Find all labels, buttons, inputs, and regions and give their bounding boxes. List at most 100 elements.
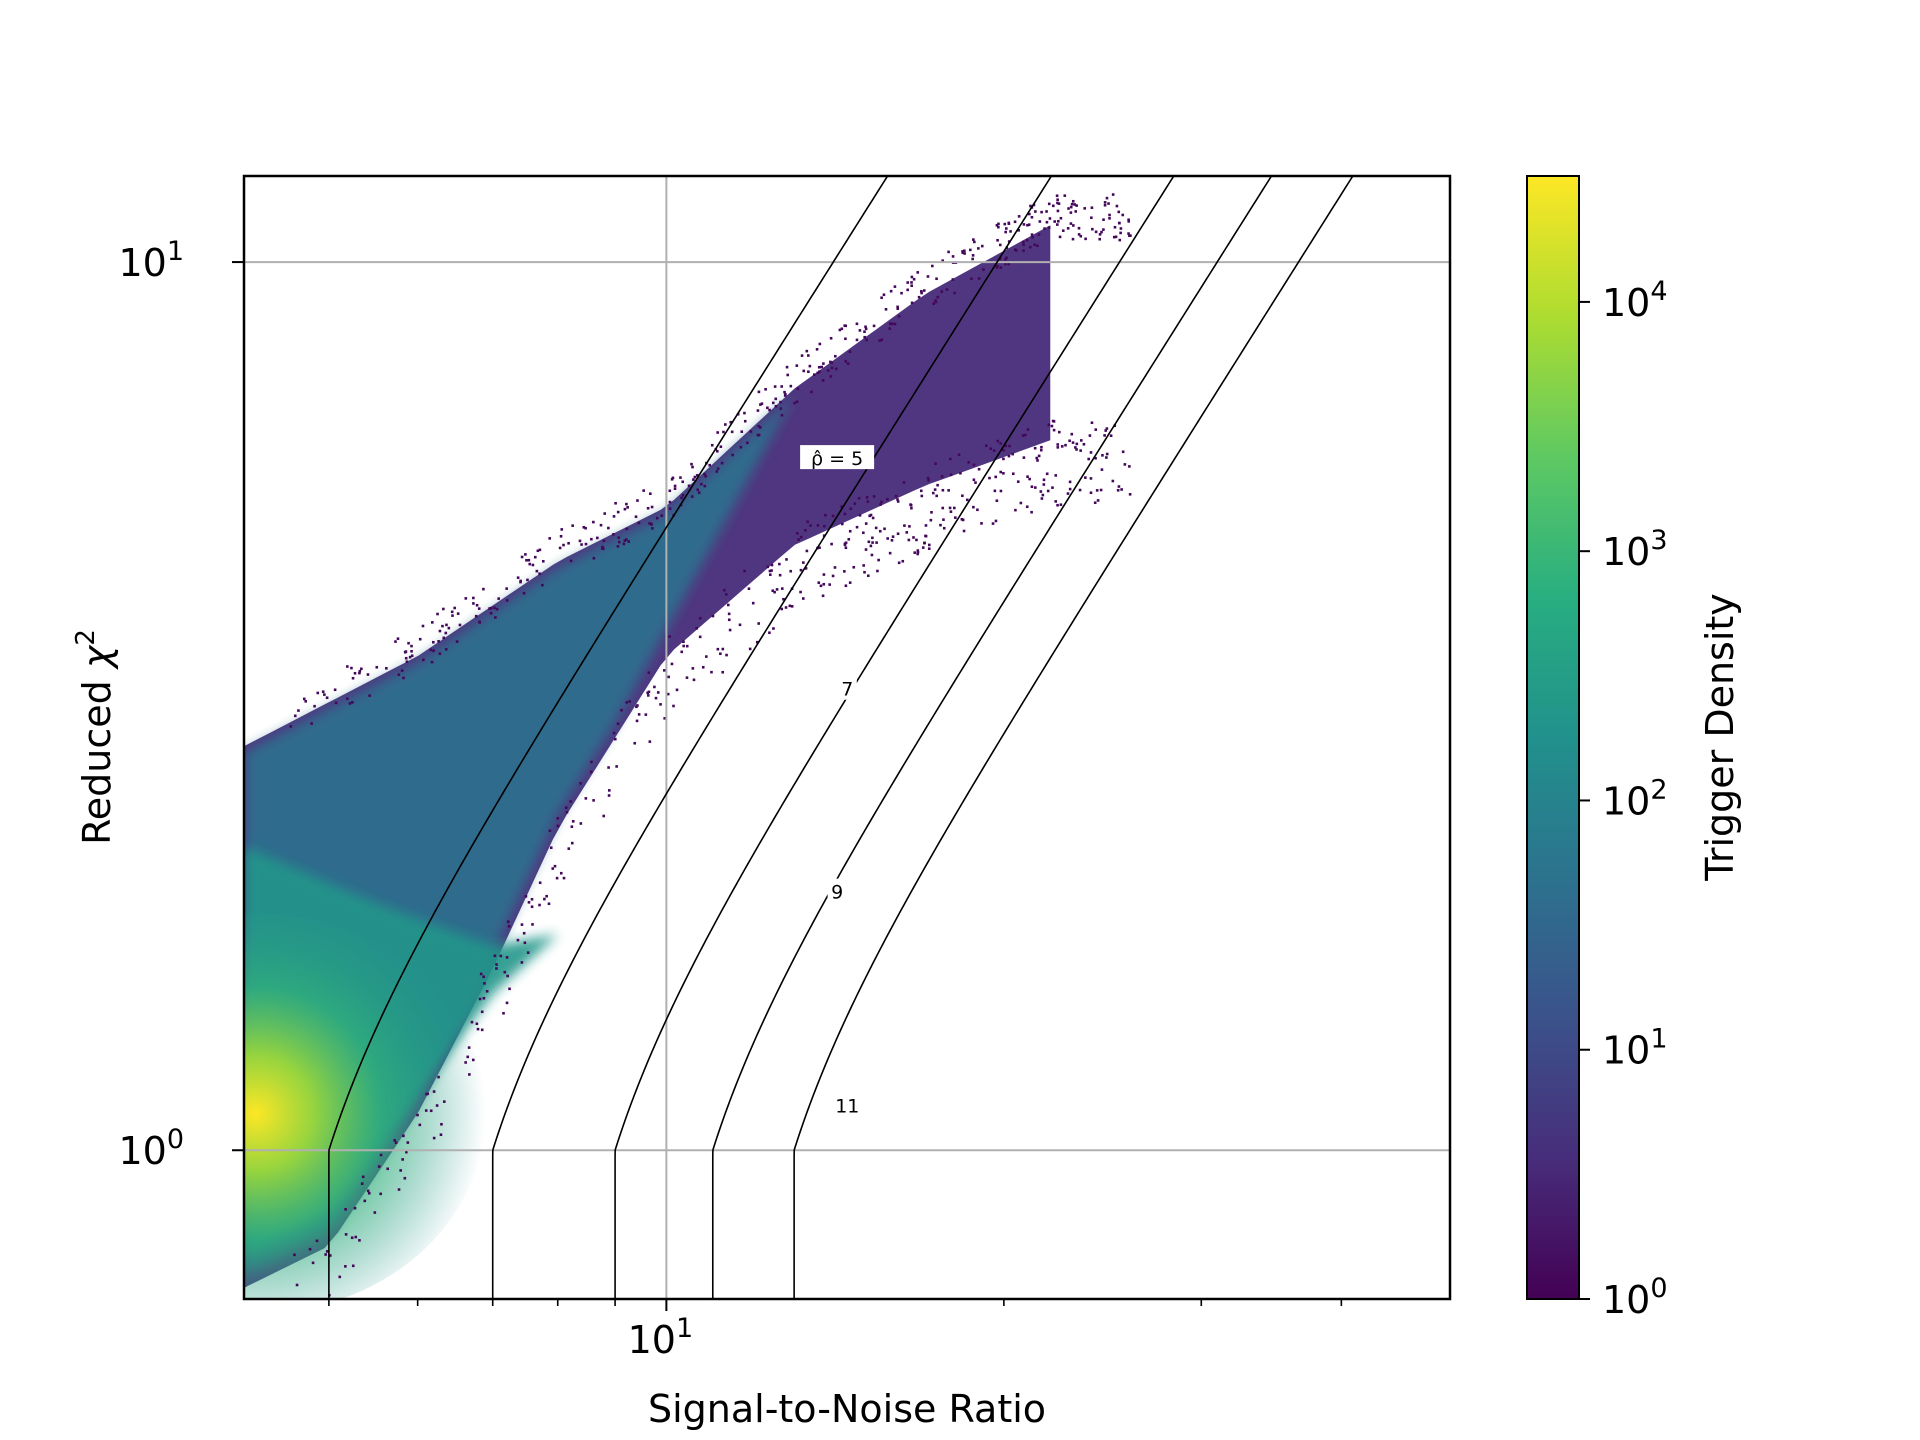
trigger-point [308,1247,312,1251]
contour-label-bg [827,878,847,903]
trigger-point [396,637,400,640]
trigger-point [1003,222,1007,226]
trigger-point [538,548,542,552]
trigger-point [963,252,966,255]
trigger-point [1100,468,1104,471]
trigger-point [1073,203,1077,206]
trigger-point [890,539,894,542]
trigger-point [422,658,425,662]
trigger-point [1113,225,1117,229]
trigger-point [973,240,976,244]
trigger-point [1004,230,1007,234]
trigger-point [829,375,833,378]
trigger-point [905,531,909,534]
trigger-point [541,583,544,587]
trigger-point [696,488,699,492]
trigger-point [880,296,883,300]
trigger-point [942,518,945,521]
trigger-point [625,538,628,541]
trigger-point [338,1275,342,1279]
trigger-point [862,531,865,535]
colorbar-gradient [1526,175,1580,1300]
trigger-point [858,514,862,517]
trigger-point [361,1175,365,1179]
trigger-point [310,722,313,725]
trigger-point [410,649,413,653]
trigger-point [1111,193,1115,196]
trigger-point [866,500,870,503]
trigger-point [823,524,826,528]
trigger-point [932,302,936,305]
trigger-point [1007,222,1011,225]
trigger-point [719,652,722,656]
trigger-point [695,627,698,630]
colorbar-label: Trigger Density [1698,593,1742,882]
trigger-point [691,667,695,670]
trigger-point [1074,446,1077,449]
trigger-point [1105,427,1109,430]
trigger-point [971,257,974,261]
trigger-point [910,275,914,279]
trigger-point [360,667,363,671]
trigger-point [1052,204,1055,208]
trigger-point [720,461,724,465]
trigger-point [893,322,897,326]
trigger-point [852,565,856,569]
trigger-point [358,1239,361,1242]
trigger-point [779,407,783,410]
trigger-point [965,498,969,502]
trigger-point [967,460,971,464]
trigger-point [862,564,865,567]
trigger-point [1099,488,1103,492]
statistic-contours [328,176,1354,1299]
trigger-point [447,626,451,630]
trigger-point [559,534,563,538]
trigger-point [406,1141,410,1144]
trigger-point [855,322,859,326]
trigger-point [903,524,906,527]
trigger-point [894,494,898,498]
trigger-point [890,322,894,326]
trigger-point [1059,503,1063,507]
trigger-point [582,525,586,529]
trigger-point [379,1153,383,1157]
trigger-point [992,449,996,453]
trigger-point [691,465,694,469]
trigger-point [644,713,648,716]
trigger-point [1074,210,1078,213]
trigger-point [1057,430,1061,434]
trigger-point [444,631,448,635]
trigger-point [1056,503,1059,507]
contour-label: 11 [835,1096,859,1118]
trigger-point [1108,217,1111,220]
trigger-point [858,329,862,332]
trigger-point [1017,215,1021,218]
trigger-point [1111,479,1115,483]
trigger-point [922,541,926,545]
trigger-point [740,430,744,433]
trigger-point [353,1206,357,1210]
trigger-point [1037,454,1041,458]
trigger-point [1036,244,1039,248]
trigger-point [685,644,689,648]
trigger-point [759,426,762,429]
trigger-point [789,384,793,388]
trigger-point [889,322,892,325]
trigger-point [933,488,937,491]
trigger-point [547,902,551,906]
trigger-point [716,467,720,470]
trigger-point [896,500,900,503]
trigger-point [602,539,606,543]
trigger-point [843,512,847,516]
trigger-point [780,385,783,388]
trigger-point [1040,210,1043,214]
trigger-point [603,512,607,515]
trigger-point [799,568,803,572]
trigger-point [915,538,918,542]
trigger-point [806,520,809,524]
trigger-point [612,533,615,536]
trigger-point [1060,445,1064,448]
trigger-point [891,535,895,538]
trigger-point [590,760,593,764]
trigger-point [1108,213,1111,217]
